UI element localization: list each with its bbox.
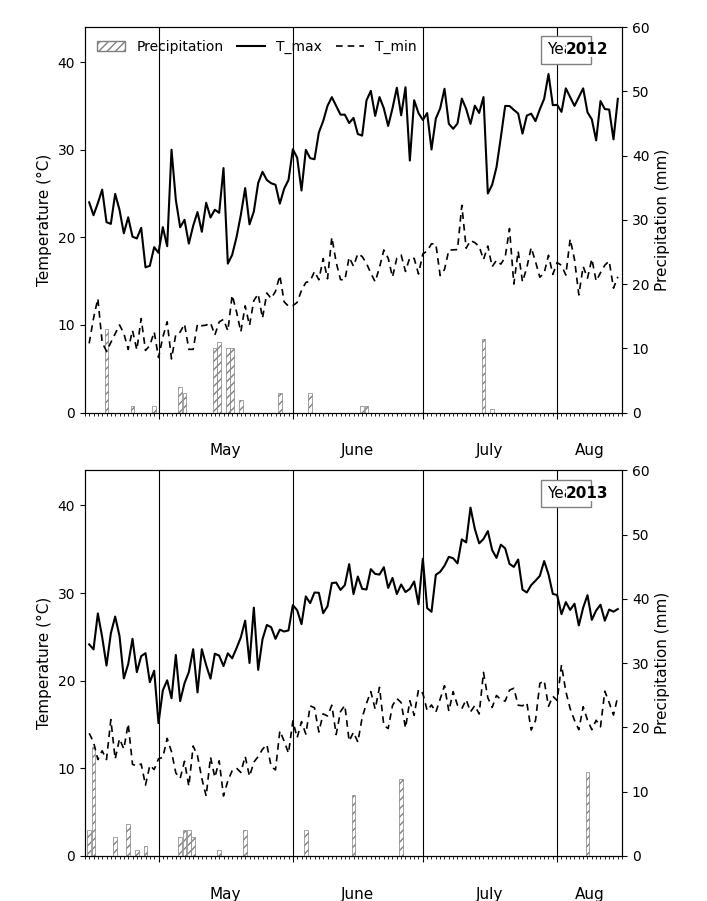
Bar [88,830,91,856]
Bar [365,406,368,413]
Bar [183,830,186,856]
Bar [178,387,182,413]
Bar [127,824,130,856]
Bar [308,394,312,413]
Bar [92,747,95,856]
Bar [230,349,234,413]
Bar [491,409,494,413]
Bar [153,406,156,413]
Bar [131,406,134,413]
Bar [187,830,191,856]
Bar [352,795,355,856]
Bar [113,837,117,856]
Bar [192,837,195,856]
Bar [213,349,216,413]
Bar [586,772,589,856]
Text: June: June [341,443,375,459]
Text: July: July [477,887,503,901]
Text: May: May [210,443,241,459]
Text: 2012: 2012 [566,42,609,58]
Text: July: July [477,443,503,459]
Y-axis label: Temperature (°C): Temperature (°C) [37,154,52,286]
Text: Aug: Aug [575,887,604,901]
Bar [361,406,364,413]
Text: 2013: 2013 [566,486,609,501]
Text: May: May [210,887,241,901]
Text: June: June [341,887,375,901]
Bar [243,830,247,856]
Bar [144,846,147,856]
Bar [399,778,403,856]
Text: Year: Year [547,486,585,501]
Bar [226,349,230,413]
Bar [178,837,182,856]
Bar [304,830,308,856]
Y-axis label: Precipitation (mm): Precipitation (mm) [655,592,670,734]
Bar [278,394,281,413]
Bar [481,339,485,413]
Y-axis label: Temperature (°C): Temperature (°C) [37,597,52,729]
Legend: Precipitation, T_max, T_min: Precipitation, T_max, T_min [92,34,422,59]
Text: Year: Year [547,42,585,58]
Bar [135,850,139,856]
Bar [183,394,186,413]
Y-axis label: Precipitation (mm): Precipitation (mm) [655,149,670,291]
Bar [239,400,243,413]
Text: Aug: Aug [575,443,604,459]
Bar [218,341,221,413]
Bar [105,329,108,413]
Bar [218,850,221,856]
